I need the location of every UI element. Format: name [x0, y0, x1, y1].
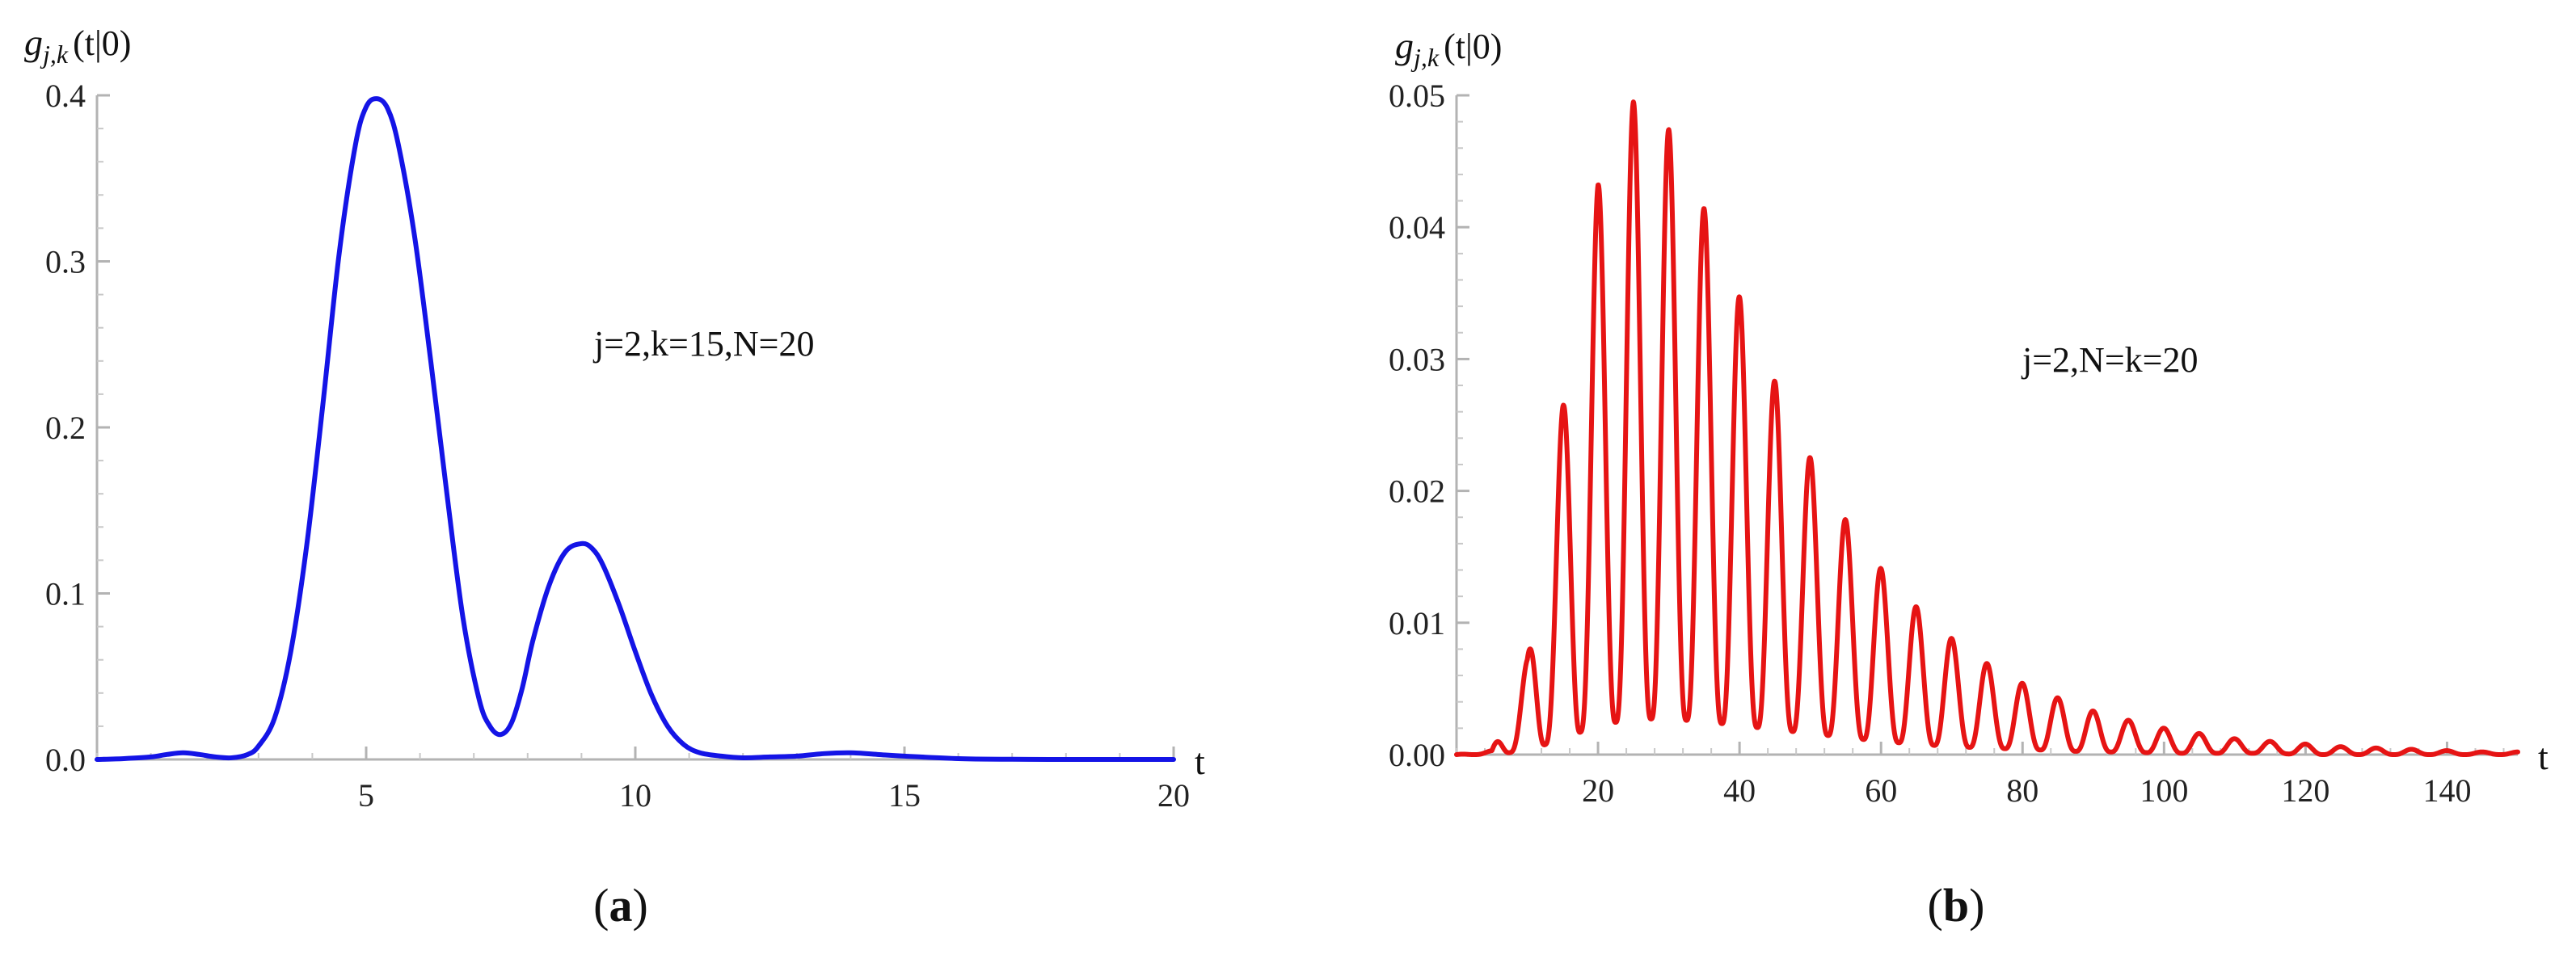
svg-text:gj,k(t|0): gj,k (t|0) [1395, 25, 1502, 72]
minor-ticks-b [1456, 95, 2505, 755]
y-tick-label: 0.1 [45, 576, 86, 612]
y-tick-label: 0.04 [1389, 209, 1445, 246]
x-tick-label: 60 [1865, 772, 1897, 809]
x-axis-label-b: t [2538, 736, 2549, 777]
y-axis-label-tail: (t|0) [73, 23, 131, 63]
y-tick-label: 0.0 [45, 742, 86, 778]
panel-label-a: (a) [593, 879, 648, 932]
panel-label-a-letter: a [609, 879, 633, 932]
y-tick-label: 0.01 [1389, 605, 1445, 641]
x-axis-label-a: t [1195, 741, 1205, 782]
x-tick-label: 120 [2281, 772, 2329, 809]
y-axis-label-main: g [1395, 25, 1414, 66]
series-line-b [1454, 99, 2520, 757]
svg-text:gj,k(t|0): gj,k (t|0) [24, 22, 131, 69]
y-tick-label: 0.4 [45, 78, 86, 114]
annotation-b: j=2,N=k=20 [2021, 340, 2198, 380]
panel-label-b-letter: b [1943, 879, 1969, 932]
y-ticks-a: 0.0 0.1 0.2 0.3 0.4 [45, 78, 110, 778]
x-tick-label: 15 [888, 777, 921, 814]
y-tick-label: 0.05 [1389, 78, 1445, 114]
x-tick-label: 80 [2006, 772, 2038, 809]
y-tick-label: 0.2 [45, 410, 86, 446]
y-axis-label-tail: (t|0) [1444, 27, 1502, 66]
x-tick-label: 100 [2140, 772, 2188, 809]
minor-ticks-a [96, 95, 1174, 760]
x-tick-label: 140 [2422, 772, 2471, 809]
x-tick-label: 40 [1723, 772, 1756, 809]
y-axis-label-sub: j,k [1410, 43, 1440, 72]
y-axis-label-main: g [24, 22, 43, 63]
x-tick-label: 20 [1582, 772, 1614, 809]
panel-label-b-open: ( [1928, 879, 1943, 932]
y-tick-label: 0.00 [1389, 737, 1445, 773]
x-ticks-a: 5 10 15 20 [358, 747, 1190, 814]
y-axis-label-a: gj,k (t|0) [24, 22, 131, 69]
panel-label-b-close: ) [1969, 879, 1984, 932]
y-tick-label: 0.03 [1389, 341, 1445, 377]
series-line-a [95, 96, 1176, 763]
chart-panel-a: gj,k (t|0) 0.0 0.1 0.2 0.3 0.4 5 10 15 20 j=2,k=… [24, 22, 1205, 932]
y-tick-label: 0.3 [45, 244, 86, 280]
y-tick-label: 0.02 [1389, 473, 1445, 510]
y-axis-label-b: gj,k (t|0) [1395, 25, 1502, 72]
y-axis-label-sub: j,k [40, 40, 69, 69]
x-tick-label: 20 [1157, 777, 1190, 814]
x-tick-label: 5 [358, 777, 374, 814]
panel-label-a-close: ) [633, 879, 648, 932]
annotation-a: j=2,k=15,N=20 [592, 324, 814, 364]
panel-label-b: (b) [1928, 879, 1985, 932]
x-tick-label: 10 [619, 777, 651, 814]
chart-panel-b: gj,k (t|0) 0.00 0.01 0.02 0.03 0.04 0.05 20 40 6… [1389, 25, 2549, 932]
x-ticks-b: 20 40 60 80 100 120 140 [1582, 742, 2471, 809]
panel-label-a-open: ( [593, 879, 609, 932]
y-ticks-b: 0.00 0.01 0.02 0.03 0.04 0.05 [1389, 78, 1469, 773]
